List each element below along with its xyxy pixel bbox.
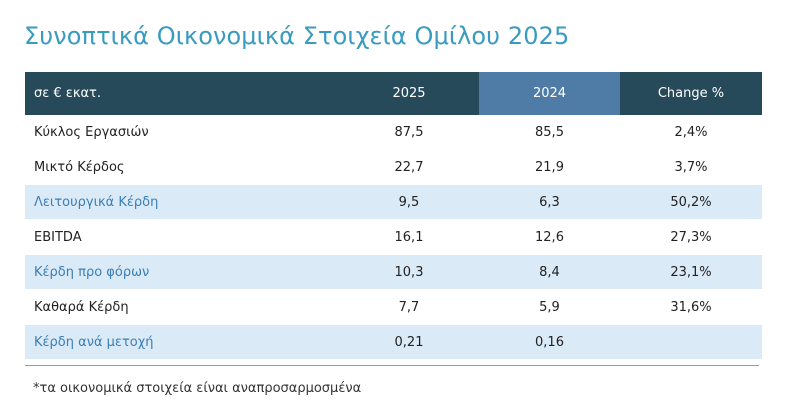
row-label: Κύκλος Εργασιών: [25, 115, 339, 150]
value-2024: 21,9: [479, 149, 620, 185]
value-2025: 10,3: [339, 254, 479, 290]
value-2024: 12,6: [479, 219, 620, 255]
value-change: 27,3%: [620, 219, 762, 255]
value-2024: 85,5: [479, 115, 620, 150]
value-2025: 87,5: [339, 115, 479, 150]
value-2024: 5,9: [479, 289, 620, 325]
footnote-divider: [25, 365, 759, 366]
row-label: EBITDA: [25, 219, 339, 255]
value-change: 3,7%: [620, 149, 762, 185]
table-row: EBITDA 16,1 12,6 27,3%: [25, 219, 762, 255]
table-row: Μικτό Κέρδος 22,7 21,9 3,7%: [25, 149, 762, 185]
table-body: Κύκλος Εργασιών 87,5 85,5 2,4% Μικτό Κέρ…: [25, 115, 762, 360]
value-change: 31,6%: [620, 289, 762, 325]
table-row: Κύκλος Εργασιών 87,5 85,5 2,4%: [25, 115, 762, 150]
value-change: 23,1%: [620, 254, 762, 290]
table-row: Καθαρά Κέρδη 7,7 5,9 31,6%: [25, 289, 762, 325]
row-label: Κέρδη προ φόρων: [25, 254, 339, 290]
header-unit: σε € εκατ.: [25, 72, 339, 115]
header-year-2025: 2025: [339, 72, 479, 115]
value-change: 50,2%: [620, 184, 762, 220]
value-2024: 0,16: [479, 324, 620, 360]
table-header-row: σε € εκατ. 2025 2024 Change %: [25, 72, 762, 115]
row-label: Λειτουργικά Κέρδη: [25, 184, 339, 220]
header-year-2024: 2024: [479, 72, 620, 115]
value-2025: 9,5: [339, 184, 479, 220]
row-label: Κέρδη ανά μετοχή: [25, 324, 339, 360]
value-2024: 6,3: [479, 184, 620, 220]
row-label: Μικτό Κέρδος: [25, 149, 339, 185]
value-2025: 0,21: [339, 324, 479, 360]
value-2025: 16,1: [339, 219, 479, 255]
value-change: [620, 324, 762, 360]
page-title: Συνοπτικά Οικονομικά Στοιχεία Ομίλου 202…: [24, 22, 570, 51]
value-2025: 7,7: [339, 289, 479, 325]
financial-summary-table: σε € εκατ. 2025 2024 Change % Κύκλος Εργ…: [25, 72, 762, 360]
table-row: Κέρδη ανά μετοχή 0,21 0,16: [25, 324, 762, 360]
table-row: Κέρδη προ φόρων 10,3 8,4 23,1%: [25, 254, 762, 290]
table-row: Λειτουργικά Κέρδη 9,5 6,3 50,2%: [25, 184, 762, 220]
table-header: σε € εκατ. 2025 2024 Change %: [25, 72, 762, 115]
value-change: 2,4%: [620, 115, 762, 150]
footnote: *τα οικονομικά στοιχεία είναι αναπροσαρμ…: [33, 381, 362, 396]
value-2025: 22,7: [339, 149, 479, 185]
row-label: Καθαρά Κέρδη: [25, 289, 339, 325]
value-2024: 8,4: [479, 254, 620, 290]
header-change: Change %: [620, 72, 762, 115]
